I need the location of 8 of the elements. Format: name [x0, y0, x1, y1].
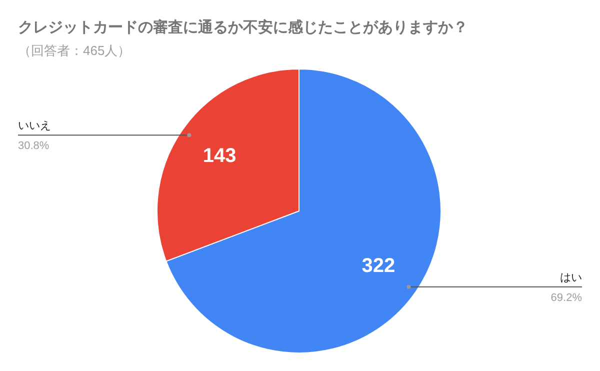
- text: 69.2%: [550, 292, 582, 304]
- slice-label: はい: [560, 272, 582, 284]
- chart-title: クレジットカードの審査に通るか不安に感じたことがありますか？: [18, 18, 468, 36]
- data-label: 322: [362, 254, 396, 277]
- chart-subtitle: （回答者：465人）: [18, 43, 131, 58]
- slice-label: いいえ: [18, 120, 51, 132]
- data-label: 143: [202, 145, 236, 168]
- text: 30.8%: [18, 140, 50, 152]
